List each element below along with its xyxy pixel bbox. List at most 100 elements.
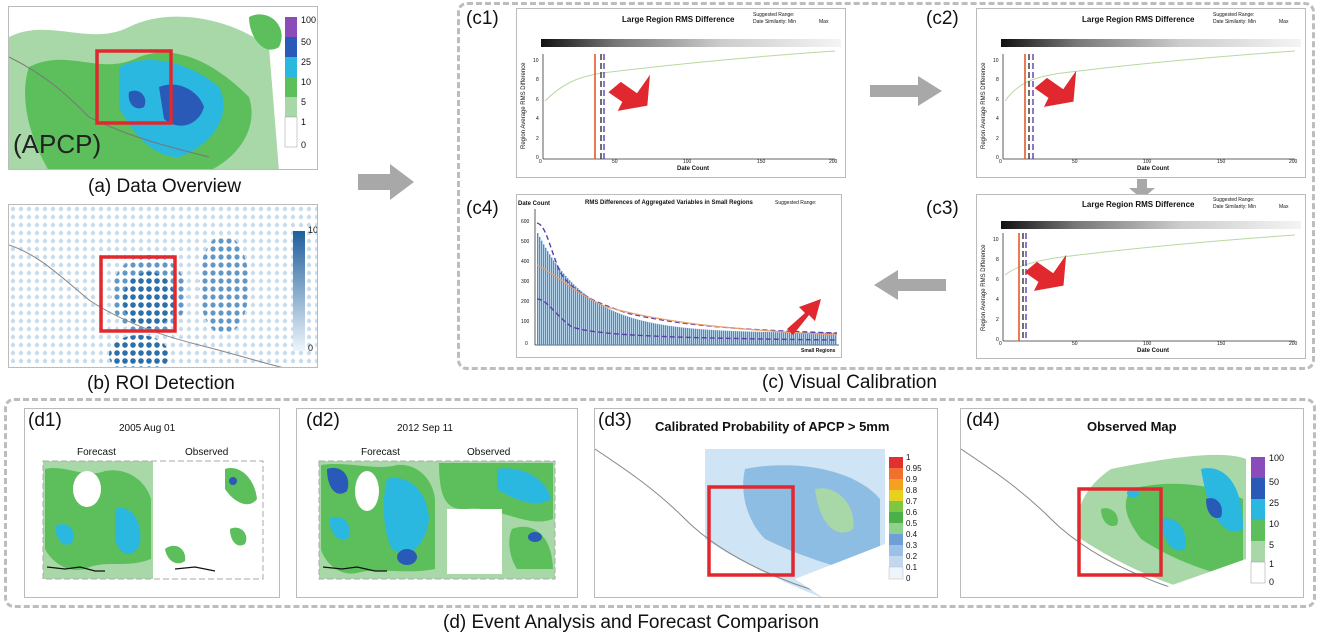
event-date: 2005 Aug 01: [119, 423, 176, 434]
bar: [659, 324, 661, 345]
caption-b: (b) ROI Detection: [87, 373, 235, 394]
bar: [787, 332, 789, 345]
bar: [645, 321, 647, 345]
bar: [785, 332, 787, 345]
bar: [815, 332, 817, 345]
bar: [629, 317, 631, 345]
apcp-map: [9, 7, 317, 169]
bar: [715, 330, 717, 345]
rms-chart-c1: Large Region RMS Difference Suggested Ra…: [516, 8, 846, 178]
bar: [619, 313, 621, 345]
bar: [699, 329, 701, 345]
intensity-legend: [293, 231, 305, 351]
legend-label: 0.95: [906, 464, 922, 473]
x-tick: 0: [539, 159, 542, 165]
bar: [573, 284, 575, 345]
bar: [801, 332, 803, 345]
similarity-max: Max: [1279, 204, 1289, 210]
bar: [835, 332, 837, 345]
forecast-label: Forecast: [77, 447, 116, 458]
bar: [623, 315, 625, 345]
bar: [621, 314, 623, 345]
bar: [723, 330, 725, 345]
chart-title: RMS Differences of Aggregated Variables …: [585, 200, 753, 206]
bar: [637, 319, 639, 345]
x-tick: 50: [1072, 341, 1078, 347]
x-tick: 100: [1143, 159, 1152, 165]
x-axis-label: Small Regions: [801, 348, 836, 354]
y-axis-label: Region Average RMS Difference: [981, 62, 987, 150]
bar: [541, 240, 543, 345]
tag-c1: (c1): [466, 8, 499, 29]
y-tick: 8: [996, 77, 999, 83]
bar: [595, 301, 597, 345]
bar: [537, 233, 539, 345]
roi-box: [1077, 487, 1163, 577]
bar: [591, 299, 593, 345]
variable-tag: (APCP): [13, 129, 102, 159]
legend-label: 0.1: [906, 563, 918, 572]
bar: [571, 282, 573, 345]
y-axis-label: Region Average RMS Difference: [521, 62, 527, 150]
forecast-observed-maps: [42, 460, 264, 580]
bar: [669, 325, 671, 345]
bar: [569, 280, 571, 345]
rms-chart: [1001, 221, 1301, 342]
y-tick: 8: [536, 77, 539, 83]
bar: [811, 332, 813, 345]
flow-arrow-down: [1129, 179, 1155, 199]
rms-chart: [1001, 39, 1301, 160]
bar: [617, 312, 619, 345]
legend-label: 0: [301, 140, 307, 150]
bar: [793, 332, 795, 345]
observed-label: Observed: [185, 447, 229, 458]
bar: [545, 247, 547, 345]
bar: [561, 271, 563, 345]
bar: [829, 332, 831, 345]
bar: [599, 304, 601, 345]
bar: [605, 307, 607, 345]
legend-label: 10: [301, 77, 312, 87]
y-tick: 0: [996, 155, 999, 161]
bar: [809, 332, 811, 345]
bar: [749, 331, 751, 345]
probability-map: [595, 448, 904, 597]
y-tick: 500: [521, 239, 530, 245]
bar: [603, 306, 605, 345]
x-tick: 100: [1143, 341, 1152, 347]
bar: [773, 332, 775, 345]
x-tick: 150: [1217, 341, 1226, 347]
bar: [679, 327, 681, 345]
x-tick: 100: [683, 159, 692, 165]
bar: [625, 315, 627, 345]
roi-box: [707, 485, 795, 577]
legend-label: 5: [301, 97, 307, 107]
bar: [823, 332, 825, 345]
bar: [607, 308, 609, 345]
bar: [549, 254, 551, 345]
observed-map: [961, 448, 1266, 597]
bar: [673, 326, 675, 345]
legend-label: 0.8: [906, 486, 918, 495]
bar: [647, 321, 649, 345]
apcp-legend: [284, 17, 298, 148]
data-overview-map: 100 50 25 10 5 1 0 (APCP): [8, 6, 318, 170]
bar: [631, 317, 633, 345]
bar: [653, 323, 655, 345]
bar: [763, 331, 765, 345]
legend-label: 0.9: [906, 475, 918, 484]
x-tick: 200: [829, 159, 838, 165]
y-tick: 8: [996, 257, 999, 263]
event-comparison-d2: 2012 Sep 11 Forecast Observed: [296, 408, 578, 598]
bar: [739, 331, 741, 345]
legend-label: 50: [301, 37, 312, 47]
map-title: Observed Map: [1087, 419, 1177, 434]
y-tick: 600: [521, 219, 530, 225]
similarity-max: Max: [819, 19, 829, 25]
bar: [807, 332, 809, 345]
bar: [693, 328, 695, 345]
y-axis-label: Region Average RMS Difference: [981, 244, 987, 332]
bar: [589, 297, 591, 345]
bar: [651, 322, 653, 345]
roi-box: [95, 49, 173, 125]
